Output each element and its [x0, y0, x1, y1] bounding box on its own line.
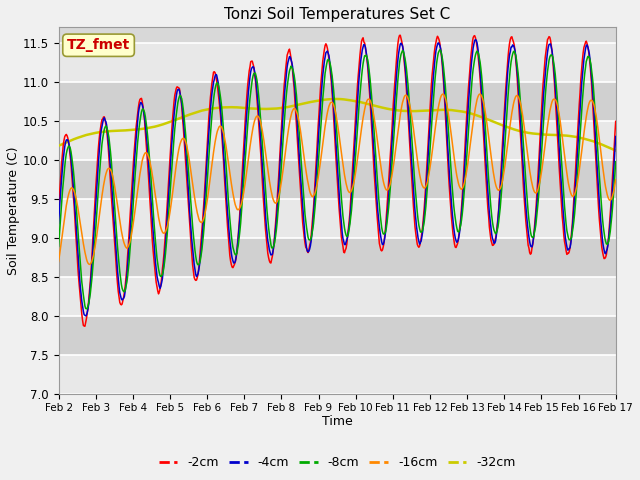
- Bar: [59, 43, 616, 82]
- Legend: -2cm, -4cm, -8cm, -16cm, -32cm: -2cm, -4cm, -8cm, -16cm, -32cm: [154, 451, 521, 474]
- Bar: [59, 316, 616, 355]
- Bar: [59, 121, 616, 160]
- Bar: [59, 238, 616, 276]
- Y-axis label: Soil Temperature (C): Soil Temperature (C): [7, 146, 20, 275]
- X-axis label: Time: Time: [322, 415, 353, 428]
- Bar: [59, 82, 616, 121]
- Bar: [59, 355, 616, 394]
- Bar: [59, 160, 616, 199]
- Text: TZ_fmet: TZ_fmet: [67, 38, 130, 52]
- Bar: [59, 199, 616, 238]
- Bar: [59, 276, 616, 316]
- Title: Tonzi Soil Temperatures Set C: Tonzi Soil Temperatures Set C: [224, 7, 451, 22]
